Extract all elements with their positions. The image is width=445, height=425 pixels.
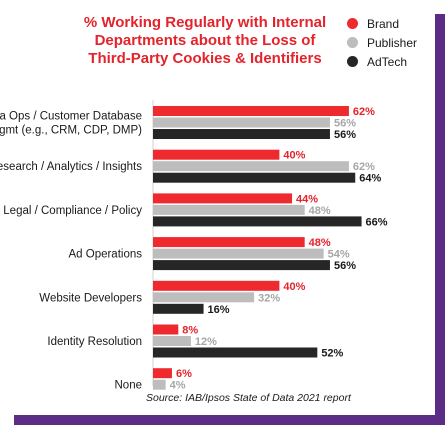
bar-publisher-identity-resolution <box>153 336 191 346</box>
legend-label-adtech: AdTech <box>367 54 408 69</box>
value-label-publisher-legal-compliance-policy: 48% <box>309 205 331 217</box>
bar-brand-legal-compliance-policy <box>153 193 293 204</box>
bar-adtech-legal-compliance-policy <box>153 216 362 227</box>
value-label-brand-identity-resolution: 8% <box>182 325 198 337</box>
value-label-brand-data-ops-customer-database-mgmt-e-g-crm-cdp-dmp: 62% <box>353 106 375 118</box>
value-label-adtech-data-ops-customer-database-mgmt-e-g-crm-cdp-dmp: 56% <box>334 129 356 141</box>
bar-brand-website-developers <box>153 280 280 291</box>
value-label-publisher-ad-operations: 54% <box>328 249 350 261</box>
chart-legend: Brand Publisher AdTech <box>347 14 442 71</box>
value-label-publisher-website-developers: 32% <box>258 292 280 304</box>
category-label-legal-compliance-policy: Legal / Compliance / Policy <box>3 205 142 217</box>
bar-chart: Data Ops / Customer Database Mgmt (e.g., … <box>0 100 388 390</box>
legend-item-brand: Brand <box>347 14 442 33</box>
category-label-ad-operations: Ad Operations <box>68 249 142 261</box>
legend-swatch-publisher <box>347 37 358 48</box>
legend-label-brand: Brand <box>367 16 400 31</box>
bar-adtech-research-analytics-insights <box>153 172 356 183</box>
value-label-adtech-ad-operations: 56% <box>334 260 356 272</box>
chart-title-line-1: % Working Regularly with Internal <box>83 14 327 31</box>
value-label-publisher-research-analytics-insights: 62% <box>353 161 375 173</box>
bar-publisher-none <box>153 379 166 390</box>
value-label-publisher-identity-resolution: 12% <box>195 336 217 348</box>
value-label-brand-legal-compliance-policy: 44% <box>296 193 318 205</box>
chart-title: % Working Regularly with Internal Depart… <box>70 14 340 68</box>
value-label-brand-research-analytics-insights: 40% <box>283 150 305 162</box>
bar-brand-ad-operations <box>153 237 305 248</box>
category-label-data-ops-customer-database-mgmt-e-g-crm-cdp-dmp: Mgmt (e.g., CRM, CDP, DMP) <box>0 125 142 137</box>
category-label-research-analytics-insights: Research / Analytics / Insights <box>0 161 142 173</box>
value-label-adtech-legal-compliance-policy: 66% <box>366 216 388 228</box>
bar-brand-research-analytics-insights <box>153 149 280 160</box>
chart-source: Source: IAB/Ipsos State of Data 2021 rep… <box>146 392 351 404</box>
legend-swatch-adtech <box>347 56 358 67</box>
bar-adtech-website-developers <box>153 303 204 314</box>
bar-publisher-website-developers <box>153 292 255 303</box>
bar-brand-data-ops-customer-database-mgmt-e-g-crm-cdp-dmp <box>153 106 349 116</box>
category-label-website-developers: Website Developers <box>39 292 142 304</box>
bar-publisher-data-ops-customer-database-mgmt-e-g-crm-cdp-dmp <box>153 117 330 128</box>
legend-item-adtech: AdTech <box>347 52 442 71</box>
value-label-brand-none: 6% <box>176 368 192 380</box>
bar-brand-none <box>153 368 172 379</box>
value-label-adtech-website-developers: 16% <box>208 304 230 316</box>
bar-publisher-ad-operations <box>153 248 324 259</box>
category-label-data-ops-customer-database-mgmt-e-g-crm-cdp-dmp: Data Ops / Customer Database <box>0 111 142 123</box>
value-label-publisher-none: 4% <box>170 380 186 390</box>
legend-label-publisher: Publisher <box>367 35 418 50</box>
bar-brand-identity-resolution <box>153 324 179 335</box>
value-label-brand-website-developers: 40% <box>283 281 305 293</box>
bar-publisher-research-analytics-insights <box>153 161 349 172</box>
bar-adtech-identity-resolution <box>153 347 318 358</box>
bar-adtech-data-ops-customer-database-mgmt-e-g-crm-cdp-dmp <box>153 129 330 139</box>
chart-title-line-2: Departments about the Loss of <box>94 32 316 49</box>
value-label-publisher-data-ops-customer-database-mgmt-e-g-crm-cdp-dmp: 56% <box>334 118 356 130</box>
category-label-identity-resolution: Identity Resolution <box>47 336 142 348</box>
category-label-none: None <box>115 380 143 390</box>
legend-item-publisher: Publisher <box>347 33 442 52</box>
chart-card: % Working Regularly with Internal Depart… <box>0 14 418 404</box>
value-label-adtech-research-analytics-insights: 64% <box>359 173 381 185</box>
value-label-brand-ad-operations: 48% <box>309 237 331 249</box>
bar-adtech-ad-operations <box>153 260 330 271</box>
bar-publisher-legal-compliance-policy <box>153 204 305 215</box>
legend-swatch-brand <box>347 18 358 29</box>
chart-title-line-3: Third-Party Cookies & Identifiers <box>88 50 322 67</box>
value-label-adtech-identity-resolution: 52% <box>321 348 343 360</box>
